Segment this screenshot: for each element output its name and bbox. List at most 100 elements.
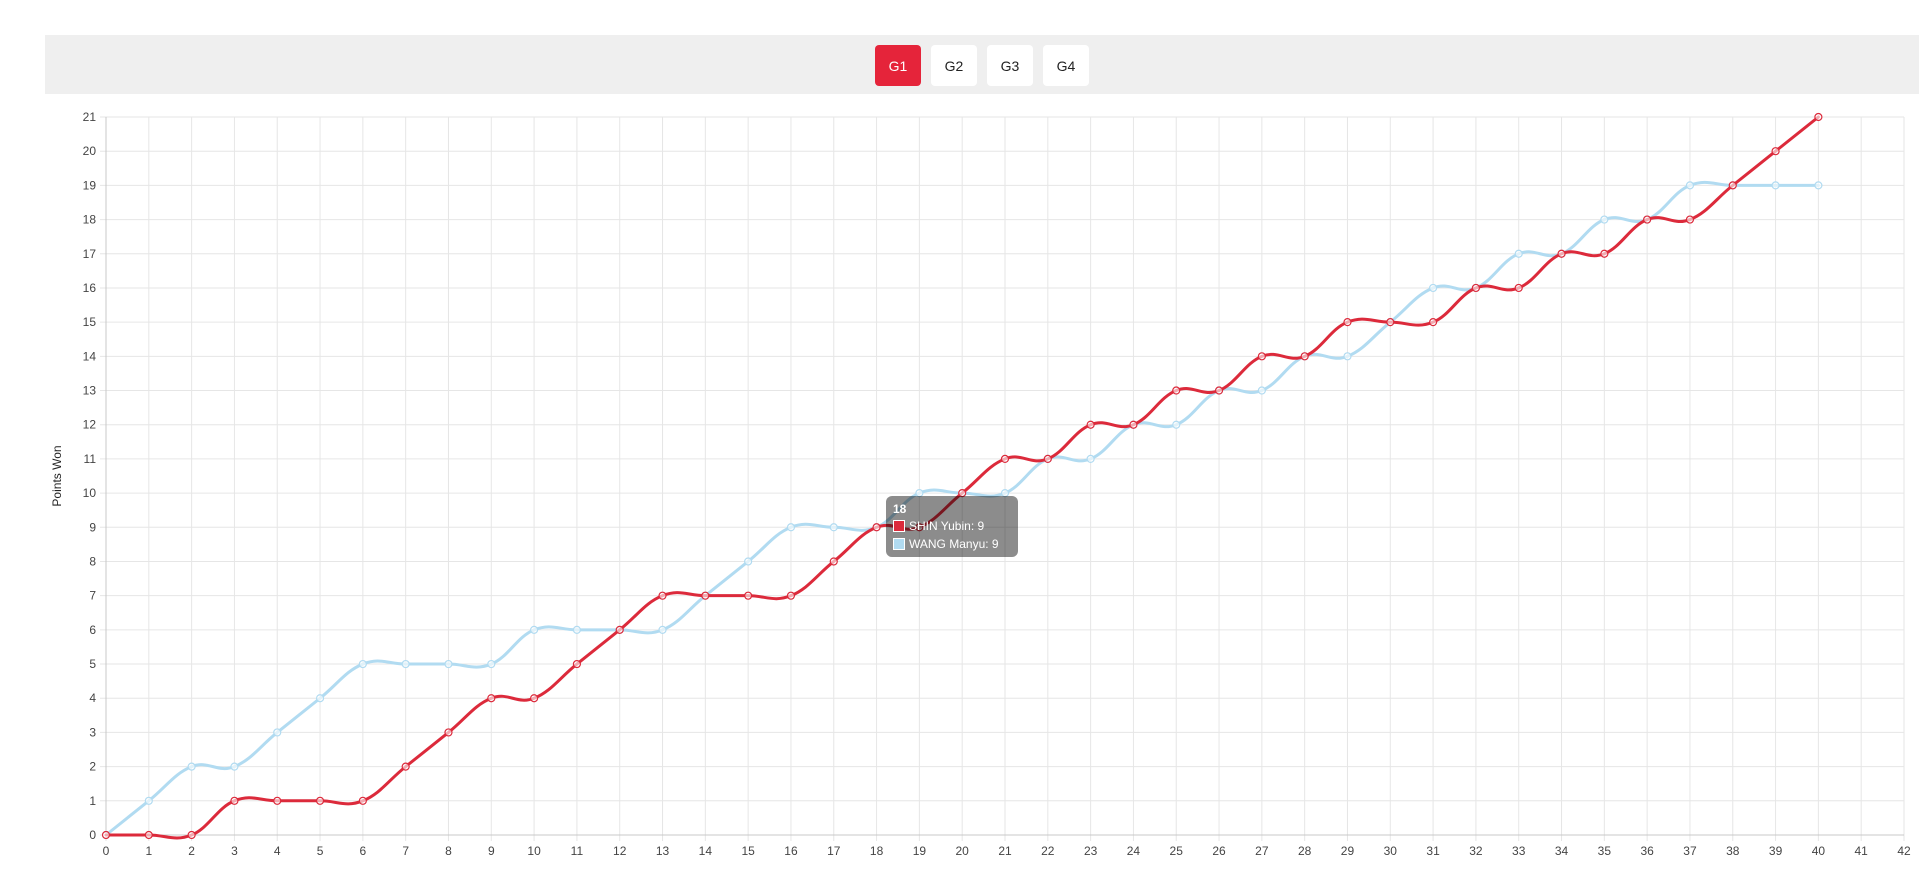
y-tick-label: 19 bbox=[83, 178, 97, 192]
data-point-shin-yubin bbox=[1257, 352, 1266, 361]
data-point-shin-yubin bbox=[1557, 249, 1566, 258]
data-point-shin-yubin bbox=[1643, 215, 1652, 224]
x-tick-label: 24 bbox=[1127, 844, 1141, 858]
game-selector-bar: G1 G2 G3 G4 bbox=[45, 35, 1919, 94]
y-tick-label: 10 bbox=[83, 486, 97, 500]
data-point-wang-manyu bbox=[401, 659, 410, 669]
data-point-wang-manyu bbox=[1086, 454, 1095, 464]
x-tick-label: 29 bbox=[1341, 844, 1355, 858]
data-point-wang-manyu bbox=[315, 694, 325, 703]
x-tick-label: 15 bbox=[741, 844, 755, 858]
y-tick-label: 18 bbox=[83, 213, 97, 227]
data-point-shin-yubin bbox=[1214, 386, 1224, 395]
tooltip-swatch-red bbox=[893, 520, 905, 532]
data-point-wang-manyu bbox=[829, 523, 838, 532]
data-point-wang-manyu bbox=[915, 488, 924, 498]
x-tick-label: 5 bbox=[317, 844, 324, 858]
data-point-shin-yubin bbox=[1343, 318, 1352, 327]
data-point-shin-yubin bbox=[273, 796, 282, 805]
x-tick-label: 25 bbox=[1170, 844, 1184, 858]
x-tick-label: 4 bbox=[274, 844, 281, 858]
tooltip-row-label: SHIN Yubin: 9 bbox=[909, 519, 985, 533]
x-tick-label: 23 bbox=[1084, 844, 1098, 858]
data-point-shin-yubin bbox=[1471, 283, 1481, 293]
data-point-wang-manyu bbox=[1771, 181, 1780, 190]
data-point-shin-yubin bbox=[1600, 249, 1609, 258]
data-point-shin-yubin bbox=[1086, 420, 1095, 429]
data-point-shin-yubin bbox=[1771, 147, 1780, 156]
x-tick-label: 28 bbox=[1298, 844, 1312, 858]
x-tick-label: 11 bbox=[571, 844, 584, 858]
x-tick-label: 0 bbox=[103, 844, 110, 858]
data-point-wang-manyu bbox=[786, 523, 796, 532]
tab-g3[interactable]: G3 bbox=[987, 45, 1033, 86]
data-point-shin-yubin bbox=[487, 694, 496, 703]
y-axis-title: Points Won bbox=[50, 445, 64, 506]
data-point-wang-manyu bbox=[744, 557, 753, 566]
y-tick-label: 8 bbox=[89, 554, 96, 568]
data-point-wang-manyu bbox=[658, 625, 667, 634]
x-tick-label: 12 bbox=[613, 844, 627, 858]
data-point-shin-yubin bbox=[1728, 181, 1737, 190]
data-point-shin-yubin bbox=[958, 488, 967, 498]
data-point-shin-yubin bbox=[529, 694, 539, 703]
data-point-shin-yubin bbox=[401, 762, 410, 771]
tooltip-row: SHIN Yubin: 9 bbox=[893, 517, 1011, 535]
data-point-shin-yubin bbox=[1043, 454, 1052, 464]
x-tick-label: 27 bbox=[1255, 844, 1269, 858]
tab-g4[interactable]: G4 bbox=[1043, 45, 1089, 86]
data-point-shin-yubin bbox=[1129, 420, 1138, 429]
x-tick-label: 31 bbox=[1426, 844, 1440, 858]
x-tick-label: 26 bbox=[1212, 844, 1226, 858]
y-tick-label: 14 bbox=[83, 349, 97, 363]
data-point-shin-yubin bbox=[658, 591, 667, 600]
data-point-shin-yubin bbox=[358, 796, 367, 805]
data-point-wang-manyu bbox=[572, 625, 582, 634]
data-point-wang-manyu bbox=[1343, 352, 1352, 361]
data-point-shin-yubin bbox=[144, 830, 153, 840]
x-tick-label: 10 bbox=[527, 844, 541, 858]
y-tick-label: 0 bbox=[89, 828, 96, 842]
data-point-shin-yubin bbox=[1000, 454, 1010, 464]
x-tick-label: 30 bbox=[1384, 844, 1398, 858]
x-tick-label: 13 bbox=[656, 844, 670, 858]
x-tick-label: 37 bbox=[1683, 844, 1697, 858]
x-tick-label: 17 bbox=[827, 844, 841, 858]
x-tick-label: 32 bbox=[1469, 844, 1483, 858]
data-point-wang-manyu bbox=[1814, 181, 1823, 190]
y-tick-label: 12 bbox=[83, 418, 97, 432]
data-point-wang-manyu bbox=[1600, 215, 1609, 224]
tooltip-swatch-blue bbox=[893, 538, 905, 550]
x-tick-label: 38 bbox=[1726, 844, 1740, 858]
x-tick-label: 6 bbox=[360, 844, 367, 858]
x-tick-label: 39 bbox=[1769, 844, 1783, 858]
data-point-shin-yubin bbox=[230, 796, 239, 805]
tab-g1[interactable]: G1 bbox=[875, 45, 921, 86]
data-point-wang-manyu bbox=[144, 796, 153, 805]
y-tick-label: 17 bbox=[83, 247, 97, 261]
x-tick-label: 9 bbox=[488, 844, 495, 858]
x-tick-label: 3 bbox=[231, 844, 238, 858]
data-point-wang-manyu bbox=[273, 728, 282, 737]
data-point-shin-yubin bbox=[187, 830, 196, 840]
data-point-shin-yubin bbox=[615, 625, 624, 634]
x-tick-label: 36 bbox=[1640, 844, 1654, 858]
tooltip-title: 18 bbox=[893, 502, 907, 516]
data-point-shin-yubin bbox=[1428, 318, 1438, 327]
tab-g2[interactable]: G2 bbox=[931, 45, 977, 86]
x-tick-label: 7 bbox=[402, 844, 409, 858]
data-point-shin-yubin bbox=[786, 591, 796, 600]
data-point-shin-yubin bbox=[744, 591, 753, 600]
data-point-shin-yubin bbox=[315, 796, 325, 805]
data-point-shin-yubin bbox=[915, 523, 924, 532]
x-tick-label: 34 bbox=[1555, 844, 1569, 858]
data-point-shin-yubin bbox=[1386, 318, 1395, 327]
y-tick-label: 3 bbox=[89, 725, 96, 739]
y-tick-label: 20 bbox=[83, 144, 97, 158]
y-tick-label: 5 bbox=[89, 657, 96, 671]
y-tick-label: 13 bbox=[83, 384, 97, 398]
data-point-shin-yubin bbox=[572, 659, 582, 669]
data-point-shin-yubin bbox=[1685, 215, 1695, 224]
data-point-wang-manyu bbox=[444, 659, 453, 669]
x-tick-label: 40 bbox=[1812, 844, 1826, 858]
